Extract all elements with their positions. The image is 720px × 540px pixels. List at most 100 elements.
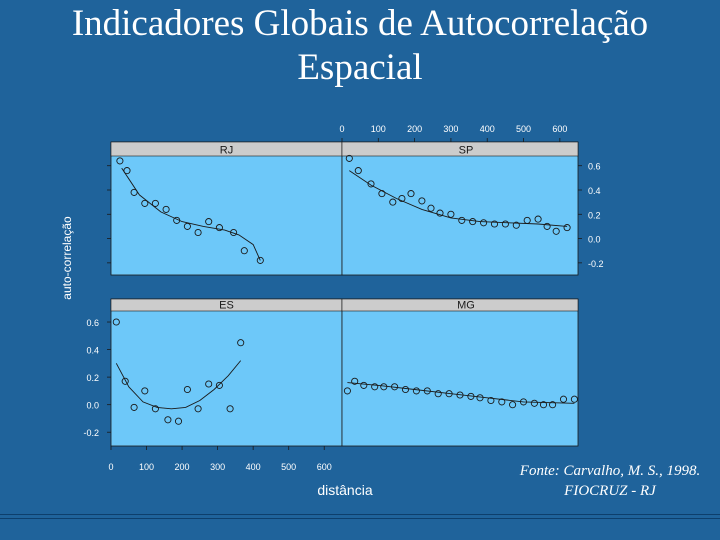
panel-es-point bbox=[183, 385, 191, 394]
x-tick-label-top: 0 bbox=[339, 124, 344, 134]
panel-sp-point bbox=[534, 215, 542, 223]
x-tick-label-bottom: 0 bbox=[108, 462, 113, 472]
panel-rj-label: RJ bbox=[220, 145, 233, 157]
panel-mg-label: MG bbox=[457, 300, 475, 312]
y-tick-label-left: 0.2 bbox=[86, 373, 99, 383]
x-tick-label-top: 100 bbox=[371, 124, 386, 134]
panel-rj-point bbox=[205, 218, 213, 226]
panel-mg-point bbox=[559, 395, 568, 403]
panel-sp-point bbox=[523, 216, 531, 224]
x-tick-label-top: 200 bbox=[407, 124, 422, 134]
x-tick-label-top: 400 bbox=[480, 124, 495, 134]
panel-mg-point bbox=[549, 401, 557, 409]
x-tick-label-bottom: 200 bbox=[175, 462, 190, 472]
y-tick-label-right: 0.0 bbox=[588, 235, 601, 245]
panel-es-point bbox=[141, 387, 149, 395]
y-tick-label-left: 0.6 bbox=[86, 318, 99, 328]
title-line-2: Espacial bbox=[297, 47, 423, 88]
panel-mg-point bbox=[351, 377, 359, 385]
panel-mg-background bbox=[341, 298, 579, 447]
panel-sp-point bbox=[501, 220, 509, 228]
panel-sp-point bbox=[543, 222, 551, 230]
source-note: Fonte: Carvalho, M. S., 1998. FIOCRUZ - … bbox=[500, 461, 720, 501]
panel-sp-point bbox=[418, 197, 426, 205]
x-tick-label-bottom: 600 bbox=[317, 462, 332, 472]
panel-mg-point bbox=[360, 381, 368, 389]
footer-rule-bottom bbox=[0, 518, 720, 519]
panel-sp-point bbox=[407, 190, 415, 198]
y-axis-title: auto-correlação bbox=[60, 216, 74, 300]
panel-es-point bbox=[130, 403, 138, 411]
panel-rj-point bbox=[130, 188, 138, 196]
panel-sp-background bbox=[341, 141, 579, 276]
panel-es-point bbox=[151, 405, 159, 413]
panel-sp-point bbox=[345, 154, 353, 162]
x-axis-title: distância bbox=[317, 482, 372, 498]
panel-sp-point bbox=[480, 219, 488, 227]
x-tick-label-top: 600 bbox=[552, 124, 567, 134]
panel-es-label: ES bbox=[219, 300, 234, 312]
y-tick-label-left: 0.0 bbox=[86, 401, 99, 411]
panel-sp-point bbox=[469, 218, 477, 226]
panel-mg-point bbox=[412, 387, 420, 395]
panel-mg-point bbox=[456, 391, 464, 399]
panel-rj-point bbox=[162, 205, 170, 213]
panel-mg-strip bbox=[341, 298, 579, 312]
panel-mg-point bbox=[498, 398, 506, 406]
title-line-1: Indicadores Globais de Autocorrelação bbox=[71, 3, 649, 44]
panel-sp-point bbox=[354, 167, 362, 175]
panel-es-background bbox=[110, 298, 343, 447]
panel-sp-strip bbox=[341, 141, 579, 157]
panel-sp-point bbox=[378, 190, 386, 198]
footer-rule-top bbox=[0, 514, 720, 515]
panel-sp-label: SP bbox=[459, 145, 474, 157]
panel-sp-point bbox=[458, 216, 466, 224]
panel-rj-point bbox=[194, 228, 202, 237]
panel-mg-point bbox=[467, 392, 475, 400]
panel-sp-point bbox=[427, 204, 435, 212]
panel-es-point bbox=[112, 318, 120, 326]
panel-sp-point bbox=[563, 224, 571, 232]
panel-mg-point bbox=[371, 383, 379, 391]
panel-sp-point bbox=[552, 227, 560, 235]
panel-sp-point bbox=[436, 209, 444, 217]
panel-es-point bbox=[226, 405, 234, 413]
panel-mg-point bbox=[380, 383, 388, 391]
panel-rj-point bbox=[116, 157, 124, 165]
panel-rj-point bbox=[151, 199, 159, 207]
panel-mg-point bbox=[539, 401, 548, 409]
panel-es-point bbox=[164, 416, 172, 424]
source-line-1: Fonte: Carvalho, M. S., 1998. bbox=[519, 463, 701, 479]
y-tick-label-right: 0.6 bbox=[588, 162, 601, 172]
panel-es-point bbox=[215, 381, 223, 389]
y-tick-label-right: 0.4 bbox=[588, 186, 601, 196]
panel-sp-point bbox=[490, 220, 499, 228]
panel-mg-point bbox=[445, 390, 453, 398]
panel-sp-point bbox=[389, 198, 397, 206]
panel-rj-point bbox=[123, 167, 131, 175]
y-tick-label-left: -0.2 bbox=[83, 428, 99, 438]
panel-sp-point bbox=[398, 194, 406, 203]
panel-mg-point bbox=[343, 387, 351, 395]
source-line-2: FIOCRUZ - RJ bbox=[564, 483, 656, 499]
x-tick-label-top: 300 bbox=[443, 124, 458, 134]
panel-rj-point bbox=[173, 216, 181, 224]
x-tick-label-bottom: 500 bbox=[281, 462, 296, 472]
panel-rj-point bbox=[256, 256, 264, 264]
panel-mg-point bbox=[434, 390, 442, 398]
panel-mg-fit-line bbox=[347, 382, 575, 404]
panel-es-point bbox=[174, 417, 183, 425]
y-tick-label-left: 0.4 bbox=[86, 346, 99, 356]
panel-es-point bbox=[194, 405, 202, 413]
panel-rj-point bbox=[141, 199, 149, 207]
x-tick-label-bottom: 400 bbox=[246, 462, 261, 472]
panel-mg-point bbox=[391, 383, 399, 391]
panel-mg-point bbox=[570, 395, 578, 403]
panel-mg-point bbox=[519, 398, 528, 406]
slide-title: Indicadores Globais de Autocorrelação Es… bbox=[0, 2, 720, 90]
panel-es-point bbox=[121, 377, 129, 385]
panel-mg-point bbox=[487, 396, 495, 405]
x-tick-label-top: 500 bbox=[516, 124, 531, 134]
panel-mg-point bbox=[530, 399, 538, 407]
